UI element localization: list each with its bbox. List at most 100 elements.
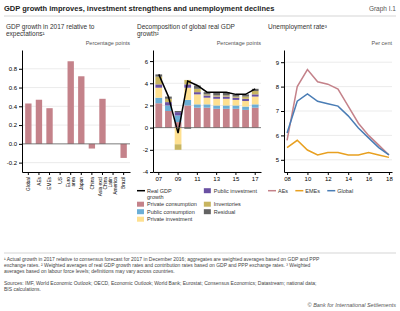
text-line: Private investment [147,216,193,222]
grid [153,61,261,172]
panel-title: Decomposition of global real GDPgrowth² [137,23,235,38]
legend-item: Real GDPgrowth [137,188,172,200]
y-tick-label: 0.0 [9,141,18,147]
legend-swatch [204,202,211,207]
y-tick-mark [281,62,284,63]
text-line: Sources: IMF, World Economic Outlook; OE… [4,280,316,286]
legend-swatch [137,190,145,192]
bar-segment [233,109,240,128]
y-tick: 9 [276,60,284,66]
y-tick-label: 0.8 [9,66,18,72]
x-tick-mark [28,172,29,175]
marks [155,74,258,149]
y-tick-label: -2 [143,147,149,153]
y-tick: 0.6 [9,85,22,91]
figure: Graph I.1GDP growth improves, investment… [0,0,400,311]
x-tick-label: Euroarea [66,177,76,187]
bar [68,61,74,144]
bar-segment [155,103,162,127]
bar [36,100,42,144]
y-tick: 0.8 [9,66,22,72]
x-tick-label: 16 [366,176,373,182]
x-tick: 18 [386,172,393,182]
y-tick-label: 6 [145,59,149,65]
y-tick: -4 [143,169,153,175]
x-tick-mark [102,172,103,175]
y-tick-label: 0 [145,125,149,131]
x-tick: 16 [366,172,373,182]
grid [22,69,130,163]
bar-segment [194,108,201,128]
x-tick-mark [216,172,217,175]
x-tick: 14 [345,172,352,182]
y-tick-label: 7 [276,108,280,114]
legend: Real GDPgrowthPrivate consumption Public … [137,188,257,223]
y-tick-label: 5 [276,157,280,163]
separator [4,253,396,254]
bar-segment [204,98,211,105]
legend-swatch [295,190,303,192]
bar-segment [252,91,259,94]
grid-line [284,159,392,160]
text-line: area [71,177,76,187]
y-tick-label: 2 [145,103,149,109]
x-tick: 10 [305,172,312,182]
text-line: averages based on labour force levels; d… [4,268,175,274]
y-tick-label: 8 [276,84,280,90]
bar-segment [194,92,201,94]
x-tick-mark [348,172,349,175]
bar [25,103,31,143]
x-axis: GlobalAEsEMEsUSEuroareaJapanChinaAsia ex… [23,172,131,196]
bar-segment [194,94,201,104]
x-tick-label: China [90,177,95,190]
line [287,70,389,155]
legend-swatch [327,190,335,192]
y-tick-label: 0.4 [9,104,18,110]
grid-line [153,149,261,150]
y-tick: 5 [276,157,284,163]
legend-swatch [204,209,211,214]
x-tick: 12 [325,172,332,182]
legend-item: Public investment [204,188,258,194]
legend-item: Private consumption [137,201,197,207]
grid-line [284,111,392,112]
y-tick-mark [281,87,284,88]
y-tick-mark [19,106,22,107]
x-tick-mark [113,172,114,175]
text-line: EMEs [305,188,320,194]
x-tick-mark [81,172,82,175]
x-tick-mark [389,172,390,175]
x-tick-mark [60,172,61,175]
bar-segment [223,97,230,99]
grid-line [153,127,261,128]
bar [78,76,84,144]
legend-label: EMEs [305,188,320,194]
grid-line [284,86,392,87]
bar-segment [223,95,230,96]
x-tick: AEs [37,172,42,186]
y-tick-mark [150,172,153,173]
text-line: Japan [79,177,84,190]
x-axis: 070911131517 [154,172,262,182]
legend-item: AEs [268,188,288,194]
grid-line [284,135,392,136]
y-axis-label: Per cent [372,40,393,46]
x-tick: 17 [252,172,259,182]
grid [284,62,392,160]
y-tick-mark [19,69,22,70]
text-line: EMEs [47,176,52,189]
text-line: Global [337,188,353,194]
y-axis-line [22,51,23,173]
x-tick: 13 [213,172,220,182]
y-tick: 4 [145,81,153,87]
x-tick-label: 12 [325,176,332,182]
title: GDP growth improves, investment strength… [4,4,274,13]
legend-label: Inventories [214,201,241,207]
grid-line [153,83,261,84]
bar-segment [165,111,172,128]
x-tick: 09 [175,172,182,182]
text-line: BIS calculations. [4,286,41,292]
x-tick-label: 17 [252,176,259,182]
bar-segment [213,99,220,106]
legend-item: Global [327,188,353,194]
